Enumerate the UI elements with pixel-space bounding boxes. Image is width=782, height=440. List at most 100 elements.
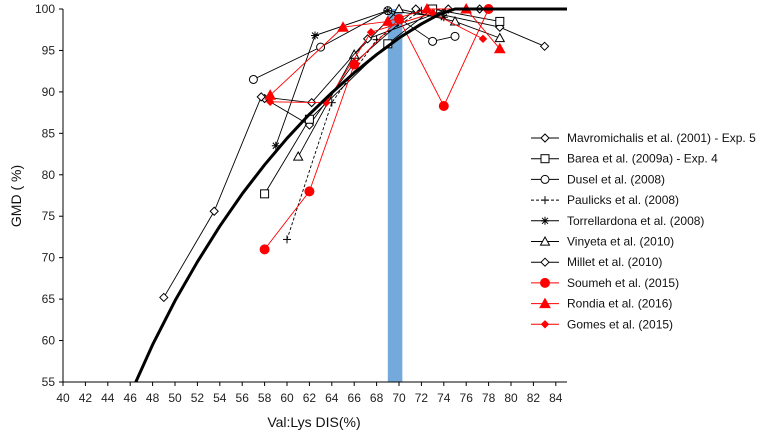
- y-axis-label: GMD ( %): [8, 165, 24, 227]
- series-line: [264, 8, 490, 250]
- data-point: [283, 235, 291, 244]
- x-tick-label: 84: [549, 391, 563, 405]
- data-point: [265, 97, 275, 107]
- x-tick-label: 82: [527, 391, 541, 405]
- legend-entry: Millet et al. (2010): [531, 255, 662, 269]
- data-point: [421, 2, 433, 14]
- legend-marker: [540, 174, 550, 184]
- data-point: [393, 3, 405, 14]
- y-tick-label: 80: [42, 168, 56, 182]
- data-point: [292, 151, 304, 161]
- y-tick-label: 75: [42, 209, 56, 223]
- legend-label: Gomes et al. (2015): [567, 317, 673, 331]
- data-point: [539, 41, 550, 52]
- y-tick-label: 85: [42, 126, 56, 140]
- highlight-band: [387, 9, 403, 382]
- data-point: [311, 31, 319, 40]
- x-tick-label: 68: [370, 391, 384, 405]
- legend-entry: Rondia et al. (2016): [531, 297, 672, 311]
- data-point: [209, 206, 219, 216]
- legend-marker: [540, 257, 550, 267]
- y-tick-label: 65: [42, 292, 56, 306]
- y-tick-label: 100: [35, 2, 55, 16]
- legend-entry: Barea et al. (2009a) - Exp. 4: [531, 152, 718, 166]
- series-10: [265, 8, 488, 107]
- series-line: [275, 10, 444, 146]
- data-point: [259, 244, 270, 255]
- data-point: [381, 15, 394, 26]
- x-tick-label: 52: [191, 391, 205, 405]
- data-point: [450, 31, 460, 41]
- data-point: [248, 74, 258, 84]
- series-layer: [159, 2, 550, 303]
- legend-marker: [540, 133, 550, 143]
- legend-entry: Gomes et al. (2015): [531, 317, 673, 331]
- y-tick-label: 60: [42, 334, 56, 348]
- legend-marker: [540, 320, 550, 329]
- series-line: [163, 8, 480, 298]
- y-tick-label: 55: [42, 375, 56, 389]
- series-line: [269, 8, 501, 96]
- legend-entry: Mavromichalis et al. (2001) - Exp. 5: [531, 131, 756, 145]
- legend-label: Vinyeta et al. (2010): [567, 235, 674, 249]
- data-point: [337, 21, 349, 32]
- x-tick-label: 60: [280, 391, 294, 405]
- legend-label: Dusel et al. (2008): [567, 172, 665, 186]
- legend-label: Paulicks et al. (2008): [567, 193, 679, 207]
- legend-marker: [539, 297, 551, 309]
- fitted-curve-layer: [134, 7, 567, 383]
- x-tick-label: 76: [460, 391, 474, 405]
- data-point: [428, 36, 438, 46]
- legend: Mavromichalis et al. (2001) - Exp. 5 Bare…: [531, 131, 756, 331]
- legend-label: Rondia et al. (2016): [567, 297, 672, 311]
- legend-marker: [540, 154, 550, 164]
- data-point: [494, 32, 506, 43]
- data-point: [493, 42, 506, 54]
- x-tick-label: 66: [348, 391, 362, 405]
- data-point: [366, 28, 376, 37]
- data-point: [438, 100, 449, 111]
- data-point: [383, 6, 392, 15]
- legend-entry: Soumeh et al. (2015): [531, 276, 679, 290]
- x-tick-label: 54: [213, 391, 227, 405]
- legend-label: Torrellardona et al. (2008): [567, 214, 704, 228]
- axes: 40 42 44 46 48 50 52 54 56 58 60 62 64 66 68 70 72 74 76 78…: [35, 2, 567, 405]
- data-point: [304, 186, 315, 197]
- x-tick-label: 72: [415, 391, 429, 405]
- x-axis-label: Val:Lys DIS(%): [267, 414, 360, 430]
- data-point: [256, 92, 266, 102]
- legend-marker: [541, 216, 549, 225]
- legend-marker: [540, 277, 550, 288]
- x-tick-label: 58: [258, 391, 272, 405]
- x-tick-label: 40: [56, 391, 70, 405]
- legend-entry: Torrellardona et al. (2008): [531, 214, 704, 228]
- x-tick-label: 78: [482, 391, 496, 405]
- x-tick-label: 70: [392, 391, 406, 405]
- x-tick-label: 62: [303, 391, 317, 405]
- x-tick-label: 42: [79, 391, 93, 405]
- highlight-band-layer: [387, 9, 403, 382]
- y-tick-label: 70: [42, 251, 56, 265]
- x-tick-label: 44: [101, 391, 115, 405]
- fitted-curve: [134, 7, 567, 383]
- legend-marker: [541, 196, 549, 205]
- x-tick-label: 80: [504, 391, 518, 405]
- data-point: [316, 42, 326, 52]
- y-tick-label: 95: [42, 43, 56, 57]
- legend-marker: [539, 235, 551, 246]
- x-tick-label: 64: [325, 391, 339, 405]
- y-tick-label: 90: [42, 85, 56, 99]
- legend-label: Barea et al. (2009a) - Exp. 4: [567, 152, 718, 166]
- data-point: [159, 292, 169, 303]
- legend-entry: Dusel et al. (2008): [531, 172, 665, 186]
- legend-label: Soumeh et al. (2015): [567, 276, 679, 290]
- x-tick-label: 48: [146, 391, 160, 405]
- x-tick-label: 46: [124, 391, 138, 405]
- legend-entry: Paulicks et al. (2008): [531, 193, 679, 207]
- legend-label: Millet et al. (2010): [567, 255, 662, 269]
- legend-entry: Vinyeta et al. (2010): [531, 235, 674, 249]
- x-tick-label: 74: [437, 391, 451, 405]
- x-tick-label: 50: [168, 391, 182, 405]
- data-point: [349, 59, 360, 70]
